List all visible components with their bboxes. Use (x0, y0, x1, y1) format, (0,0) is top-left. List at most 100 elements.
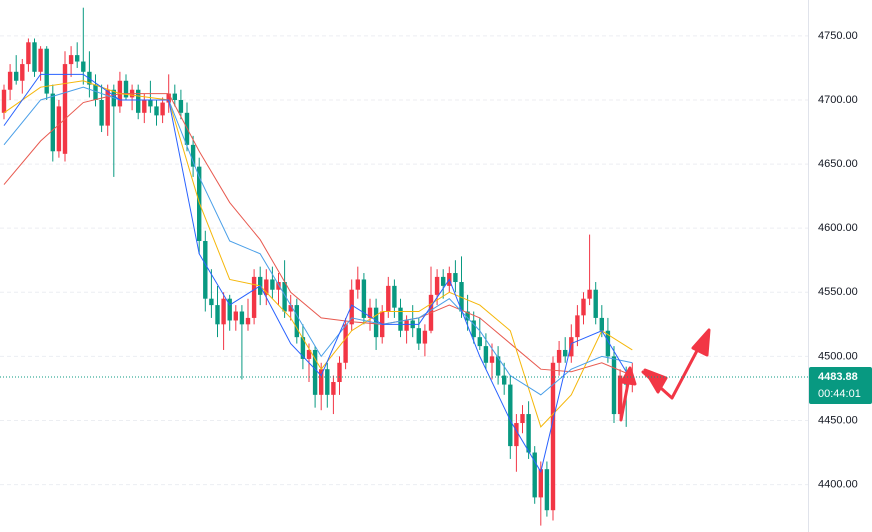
candle-body (288, 305, 293, 312)
candle-body (569, 337, 574, 357)
candle-body (270, 279, 275, 290)
candle-body (495, 356, 501, 376)
candle-body (349, 289, 354, 325)
candle-body (26, 42, 31, 65)
candle-body (312, 349, 318, 395)
candle-body (526, 414, 531, 453)
y-tick-label: 4700.00 (818, 94, 858, 106)
candle-body (20, 64, 25, 81)
candle-body (520, 414, 525, 424)
candle-body (319, 369, 324, 395)
arrow (619, 376, 631, 422)
arrow-head (643, 368, 668, 394)
plot-area (0, 7, 808, 526)
candle-body (93, 84, 98, 100)
candle-body (471, 320, 476, 338)
candle-body (123, 80, 129, 98)
y-tick-label: 4500.00 (818, 350, 858, 362)
candle-body (343, 324, 348, 363)
candle-body (599, 317, 604, 331)
candle-body (331, 382, 336, 395)
candle-body (483, 346, 489, 363)
candle-body (617, 375, 623, 415)
candle-body (282, 282, 287, 312)
candle-body (7, 71, 13, 90)
candle-body (81, 61, 86, 72)
candle-body (416, 328, 421, 344)
candle-body (203, 241, 208, 299)
candle-body (264, 279, 269, 295)
moving-average-line (3, 86, 633, 396)
candle-body (422, 330, 428, 344)
candle-body (99, 99, 104, 126)
countdown-label: 00:44:01 (818, 388, 861, 400)
candle-body (32, 42, 37, 72)
candle-body (434, 276, 440, 295)
candle-body (392, 285, 397, 308)
candle-body (502, 375, 507, 385)
y-tick-label: 4450.00 (818, 414, 858, 426)
candle-body (373, 307, 379, 338)
candle-body (587, 289, 592, 299)
candle-body (14, 71, 19, 81)
candle-body (38, 48, 43, 72)
candle-body (575, 315, 580, 338)
candle-body (556, 349, 562, 363)
candle-body (142, 99, 147, 113)
candle-body (544, 469, 550, 511)
candle-body (68, 55, 74, 65)
candle-body (361, 279, 367, 318)
y-tick-label: 4650.00 (818, 158, 858, 170)
candle-body (306, 349, 312, 359)
candle-body (75, 55, 80, 62)
candle-body (166, 93, 171, 103)
candle-body (62, 64, 68, 154)
arrow-head (620, 366, 637, 386)
candle-body (233, 311, 238, 321)
candle-body (508, 384, 513, 447)
candle-body (581, 298, 586, 316)
candle-body (239, 311, 245, 325)
candle-body (611, 356, 617, 415)
candle-body (404, 320, 409, 331)
candle-body (178, 99, 184, 113)
candle-body (538, 469, 543, 498)
candle-body (44, 48, 49, 94)
candle-body (276, 282, 281, 290)
candle-body (337, 362, 342, 383)
candle-body (227, 298, 232, 321)
moving-average-line (3, 73, 633, 474)
y-tick-label: 4600.00 (818, 222, 858, 234)
candle-body (563, 349, 568, 357)
y-tick-label: 4400.00 (818, 478, 858, 490)
candle-body (441, 276, 446, 286)
candle-body (1, 89, 7, 113)
candle-body (386, 285, 391, 312)
candle-body (50, 93, 55, 152)
candle-body (532, 452, 537, 498)
last-price-label: 4483.88 (818, 371, 858, 383)
candle-body (459, 282, 464, 312)
candle-body (605, 330, 611, 357)
candle-body (56, 106, 62, 152)
moving-average-line (3, 80, 633, 428)
candle-body (300, 337, 306, 359)
candle-body (172, 93, 177, 100)
candle-body (465, 311, 470, 321)
candle-body (514, 423, 519, 447)
candle-body (251, 276, 257, 318)
candle-body (148, 99, 153, 107)
moving-average-line (3, 93, 633, 377)
candle-body (221, 298, 226, 325)
candle-body (325, 369, 330, 395)
candle-body (154, 106, 159, 116)
candle-body (190, 144, 196, 167)
candle-body (550, 362, 556, 511)
candle-body (215, 305, 220, 325)
arrow-head (691, 328, 711, 357)
candle-body (209, 298, 214, 306)
candle-body (105, 89, 110, 126)
last-price-box (809, 367, 872, 405)
candle-body (398, 307, 403, 331)
